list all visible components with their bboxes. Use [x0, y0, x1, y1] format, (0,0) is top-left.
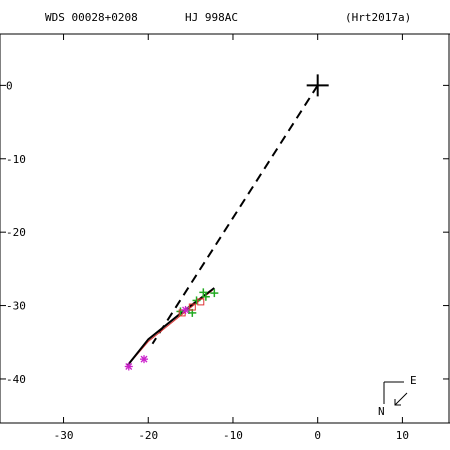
x-tick-label: -20 — [138, 429, 158, 442]
header-center: HJ 998AC — [185, 11, 238, 24]
y-tick-label: -30 — [6, 300, 26, 313]
x-tick-label: 0 — [314, 429, 321, 442]
green-plus-point — [192, 296, 201, 305]
magenta-star-point — [140, 355, 149, 364]
green-plus-point — [201, 292, 210, 301]
compass: E N — [378, 374, 417, 418]
x-tick-label: -30 — [54, 429, 74, 442]
x-tick-label: -10 — [223, 429, 243, 442]
header-left: WDS 00028+0208 — [45, 11, 138, 24]
ticks-layer: -30 -20 -10 0 10 0 -10 -20 -30 -40 — [0, 34, 449, 442]
star-stroke-d2 — [182, 306, 189, 314]
axes-frame — [0, 33, 450, 424]
model-arc — [125, 289, 213, 368]
node-line — [151, 84, 319, 345]
magenta-star-point — [181, 305, 190, 314]
compass-north-label: N — [378, 405, 385, 418]
magenta-star-point — [124, 362, 133, 371]
marks-layer — [124, 74, 329, 371]
red-square-point — [188, 303, 196, 311]
compass-arrow-head — [394, 399, 401, 406]
y-tick-label: -20 — [6, 226, 26, 239]
green-plus-point — [176, 307, 185, 316]
red-square-point — [197, 298, 205, 306]
y-tick-label: -40 — [6, 373, 26, 386]
compass-arrow — [394, 392, 408, 406]
y-tick-label: -10 — [6, 153, 26, 166]
green-plus-point — [210, 289, 219, 298]
star-stroke-d2 — [125, 363, 133, 370]
x-tick-label: 10 — [396, 429, 409, 442]
lines-layer — [125, 84, 319, 368]
star-stroke-d2 — [140, 355, 148, 363]
green-plus-point — [199, 288, 208, 297]
y-tick-label: 0 — [6, 79, 13, 92]
header-right: (Hrt2017a) — [345, 11, 411, 24]
compass-east-label: E — [410, 374, 417, 387]
